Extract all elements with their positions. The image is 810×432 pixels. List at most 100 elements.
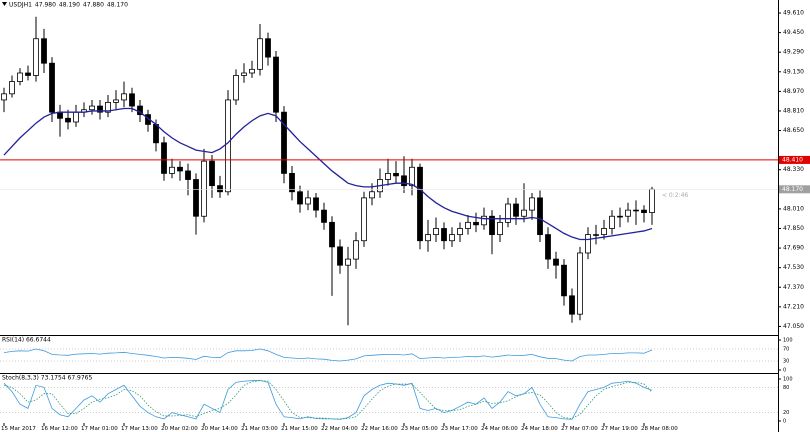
x-tick-label: 23 Mar 17:00 [441, 426, 478, 432]
candle-body [41, 38, 47, 64]
candle-body [561, 264, 567, 297]
x-tick-label: 23 Mar 05:00 [401, 426, 438, 432]
candle-body [385, 172, 391, 180]
ohlc-label: 48.190 [59, 1, 80, 8]
candle-body [305, 197, 311, 205]
candle-body [489, 215, 495, 236]
x-tick-label: 22 Mar 16:00 [361, 426, 398, 432]
y-tick-label: 49.290 [783, 49, 804, 56]
y-tick-label: 47.850 [783, 225, 804, 232]
candle-body [505, 203, 511, 223]
candle-body [585, 234, 591, 254]
candle-body [329, 221, 335, 248]
symbol-header: USDJH1 47.980 48.190 47.880 48.170 [9, 1, 128, 8]
y-tick-label: 47.210 [783, 303, 804, 310]
candle-body [185, 170, 191, 180]
y-tick-label: 49.130 [783, 68, 804, 75]
y-tick-label: 47.050 [783, 323, 804, 330]
x-tick-label: 17 Mar 13:00 [121, 426, 158, 432]
candle-body [249, 68, 255, 74]
x-tick-label: 24 Mar 18:00 [521, 426, 558, 432]
candle-body [545, 234, 551, 260]
candle-body [281, 111, 287, 174]
candle-body [313, 197, 319, 211]
indicator-line [3, 348, 653, 362]
candle-body [521, 209, 527, 217]
candle-body [65, 117, 71, 123]
y-tick-label: 0 [783, 419, 786, 425]
y-tick-label: 100 [783, 377, 793, 383]
x-tick-label: 16 Mar 12:00 [41, 426, 78, 432]
ohlc-label: 47.880 [83, 1, 104, 8]
x-tick-label: 21 Mar 15:00 [281, 426, 318, 432]
candle-body [73, 111, 79, 123]
countdown: < 0:2:46 [662, 192, 688, 199]
candle-body [537, 197, 543, 236]
candle-body [257, 38, 263, 70]
candle-body [297, 191, 303, 205]
x-tick-label: 28 Mar 08:00 [641, 426, 678, 432]
candle-body [9, 81, 15, 95]
y-tick-label: 0 [783, 368, 786, 374]
x-tick-label: 24 Mar 06:00 [481, 426, 518, 432]
candle-body [129, 93, 135, 107]
price-label: 48.170 [782, 186, 803, 193]
candle-body [217, 185, 223, 193]
candle-body [625, 209, 631, 217]
candle-body [529, 197, 535, 211]
candle-body [225, 99, 231, 193]
candle-body [153, 124, 159, 144]
candle-body [569, 295, 575, 315]
candle-body [289, 172, 295, 193]
candle-body [337, 246, 343, 266]
x-tick-label: 20 Mar 14:00 [201, 426, 238, 432]
candle-body [473, 221, 479, 226]
candle-body [17, 72, 23, 82]
candle-body [649, 188, 655, 213]
candle-body [361, 197, 367, 242]
hline-label-box [779, 155, 810, 164]
candle-body [265, 38, 271, 58]
candle-body [1, 93, 7, 101]
y-tick-label: 48.970 [783, 88, 804, 95]
candle-body [609, 215, 615, 229]
candle-body [201, 160, 207, 217]
y-tick-label: 48.010 [783, 205, 804, 212]
candle-body [617, 215, 623, 218]
y-tick-label: 47.530 [783, 264, 804, 271]
candle-body [553, 258, 559, 266]
candle-body [169, 166, 175, 174]
candle-body [321, 209, 327, 223]
ohlc-label: 47.980 [35, 1, 56, 8]
candle-body [449, 234, 455, 242]
moving-average [3, 107, 653, 241]
candle-body [241, 72, 247, 76]
candle-body [177, 166, 183, 172]
candle-body [513, 203, 519, 217]
candle-body [601, 228, 607, 236]
candle-body [33, 38, 39, 76]
y-tick-label: 49.610 [783, 10, 804, 17]
x-tick-label: 20 Mar 02:00 [161, 426, 198, 432]
symbol-icon [2, 2, 7, 6]
symbol: USDJH1 [9, 1, 32, 8]
candle-body [105, 101, 111, 113]
candle-body [25, 72, 31, 76]
candle-body [641, 209, 647, 213]
indicator-line [3, 380, 653, 420]
x-tick-label: 21 Mar 03:00 [241, 426, 278, 432]
y-tick-label: 48.810 [783, 107, 804, 114]
y-tick-label: 48.650 [783, 127, 804, 134]
candle-body [49, 62, 55, 113]
y-tick-label: 30 [783, 359, 789, 365]
candle-body [457, 228, 463, 236]
rsi-title: RSI(14) 66.6744 [2, 337, 51, 344]
y-tick-label: 80 [783, 385, 789, 391]
candle-body [633, 209, 639, 212]
candle-body [193, 179, 199, 217]
candle-body [345, 258, 351, 266]
candle-body [417, 166, 423, 242]
x-tick-label: 27 Mar 07:00 [561, 426, 598, 432]
